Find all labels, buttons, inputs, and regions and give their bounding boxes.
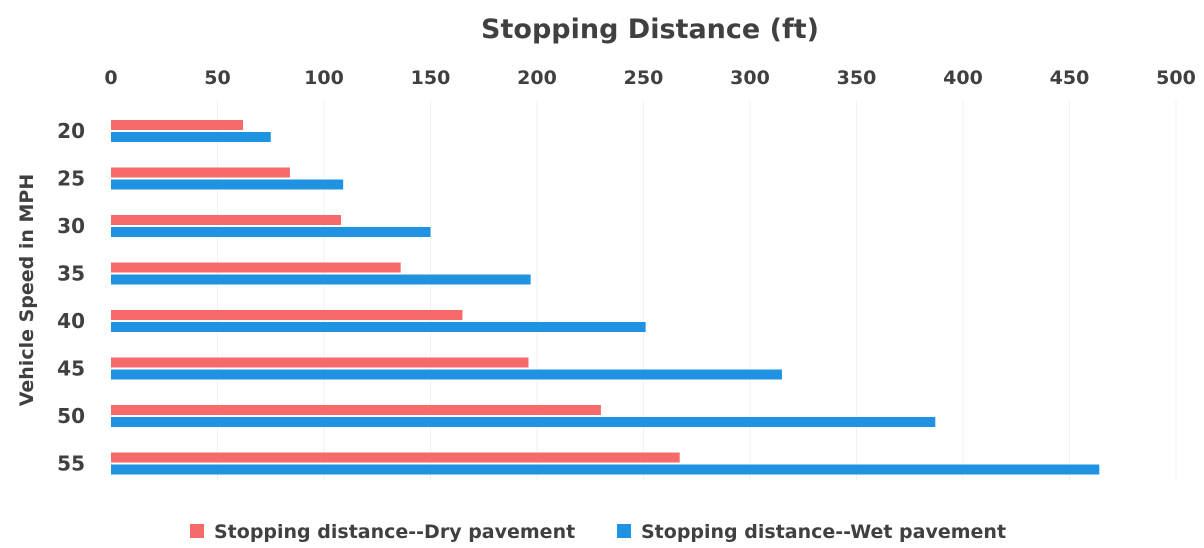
bar-wet-pavement [111,132,271,142]
y-category-label: 20 [57,119,85,143]
x-tick-label: 300 [730,67,770,89]
bar-wet-pavement [111,417,936,427]
bar-dry-pavement [111,452,680,463]
x-axis-ticks: 0 50 100 150 200 250 300 350 400 450 500 [104,67,1195,89]
legend-swatch-dry [190,524,204,538]
y-category-label: 25 [57,167,85,191]
bar-dry-pavement [111,167,290,178]
bar-dry-pavement [111,262,401,273]
legend-label-dry: Stopping distance--Dry pavement [214,521,575,543]
x-tick-label: 350 [837,67,877,89]
y-category-label: 55 [57,452,85,476]
bar-wet-pavement [111,464,1100,475]
x-tick-label: 250 [624,67,664,89]
bar-wet-pavement [111,227,431,237]
x-tick-label: 50 [204,67,230,89]
y-category-label: 45 [57,357,85,381]
y-category-label: 50 [57,404,85,428]
bar-wet-pavement [111,179,344,190]
x-tick-label: 150 [411,67,451,89]
x-tick-label: 400 [943,67,983,89]
y-category-label: 35 [57,262,85,286]
gridlines [217,100,1177,480]
y-axis-label: Vehicle Speed in MPH [16,174,38,407]
bar-wet-pavement [111,369,782,380]
x-tick-label: 500 [1156,67,1196,89]
x-tick-label: 0 [104,67,117,89]
bar-wet-pavement [111,274,531,285]
y-category-label: 30 [57,214,85,238]
legend: Stopping distance--Dry pavement Stopping … [190,521,1006,543]
legend-swatch-wet [617,524,631,538]
bar-wet-pavement [111,322,646,332]
x-tick-label: 100 [304,67,344,89]
y-category-label: 40 [57,309,85,333]
x-tick-label: 200 [517,67,557,89]
y-axis-categories: 20 25 30 35 40 45 50 55 [57,119,85,476]
chart-title: Stopping Distance (ft) [481,14,819,45]
bar-dry-pavement [111,120,244,130]
bar-dry-pavement [111,310,463,320]
bar-dry-pavement [111,357,529,368]
x-tick-label: 450 [1050,67,1090,89]
legend-label-wet: Stopping distance--Wet pavement [641,521,1006,543]
bars [111,120,1100,475]
bar-dry-pavement [111,405,601,415]
bar-dry-pavement [111,215,342,225]
